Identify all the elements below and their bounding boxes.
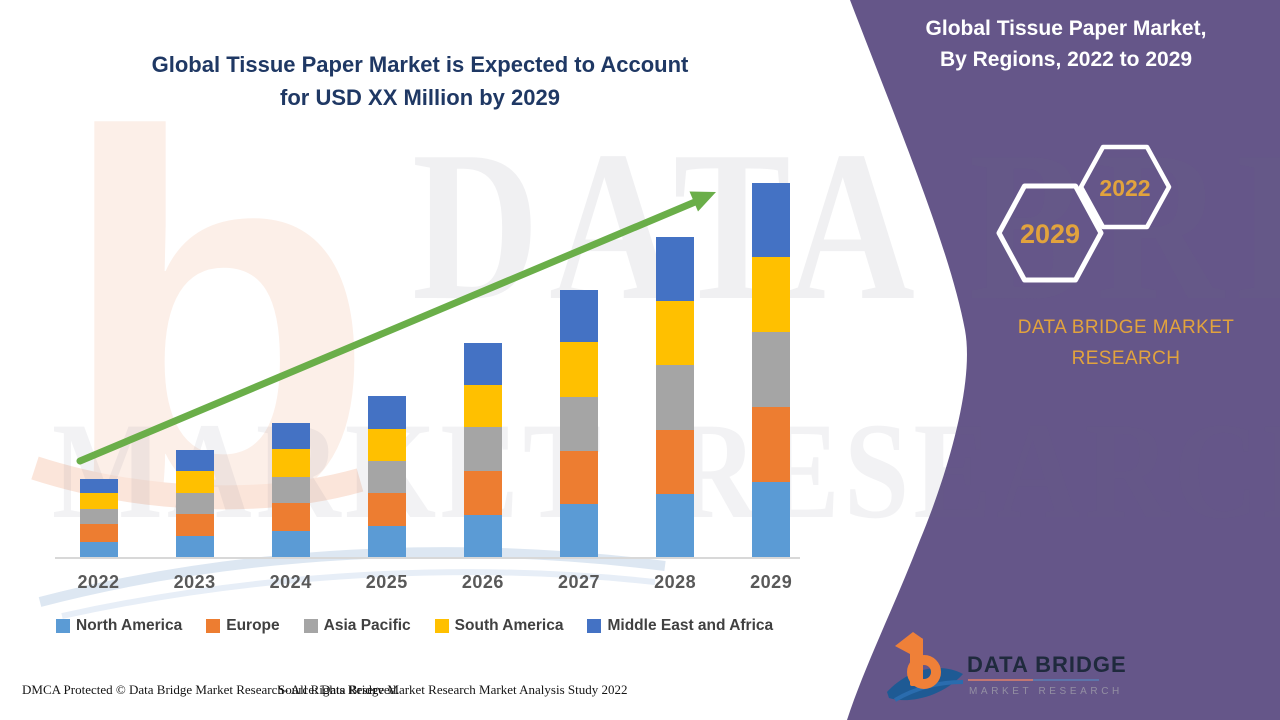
legend-swatch-icon (434, 619, 449, 633)
bar-segment-2028-north-america (656, 494, 695, 557)
stacked-bar-2024 (271, 423, 310, 557)
x-axis-label-2027: 2027 (557, 572, 601, 592)
bar-segment-2026-north-america (463, 515, 502, 557)
source-note: Source: Data Bridge Market Research Mark… (278, 682, 628, 697)
bar-segment-2027-asia-pacific (560, 397, 598, 451)
bar-segment-2023-europe (175, 514, 214, 536)
x-axis-label-2026: 2026 (461, 572, 504, 592)
x-axis-line (55, 557, 800, 559)
bar-segment-2024-europe (271, 503, 310, 531)
bar-segment-2028-south-america (656, 301, 695, 365)
bar-segment-2025-middle-east-and-africa (367, 396, 406, 429)
legend-swatch-icon (206, 619, 221, 633)
dmca-notice: DMCA Protected © Data Bridge Market Rese… (22, 682, 400, 697)
legend-label: South America (454, 617, 564, 634)
bar-segment-2023-asia-pacific (175, 493, 214, 514)
bar-segment-2027-south-america (560, 342, 598, 397)
bar-segment-2024-south-america (271, 449, 310, 477)
legend-swatch-icon (303, 619, 318, 633)
brand-text-line2: RESEARCH (1071, 348, 1181, 369)
x-axis-label-2022: 2022 (77, 572, 120, 592)
legend-label: Middle East and Africa (607, 617, 774, 634)
x-axis-labels: 2022 2023 2024 2025 2026 2027 2028 2029 (55, 572, 805, 598)
stacked-bar-2029 (752, 183, 791, 557)
stacked-bar-2027 (560, 290, 598, 557)
bar-segment-2028-middle-east-and-africa (656, 237, 695, 301)
x-axis-label-2023: 2023 (173, 572, 216, 592)
bar-segment-2026-asia-pacific (463, 427, 502, 471)
legend-item-middle-east-and-africa: Middle East and Africa (587, 617, 773, 635)
legend-label: North America (76, 617, 183, 634)
stacked-bar-2028 (656, 237, 695, 557)
bar-segment-2022-north-america (79, 542, 118, 557)
bar-segment-2029-south-america (752, 257, 791, 332)
bar-segment-2024-north-america (271, 531, 310, 557)
bar-segment-2024-middle-east-and-africa (271, 423, 310, 449)
bar-segment-2027-europe (560, 451, 598, 504)
brand-text: DATA BRIDGE MARKET RESEARCH (1010, 312, 1242, 374)
bar-segment-2027-north-america (560, 504, 598, 557)
bar-segment-2029-north-america (752, 482, 791, 557)
x-axis-label-2025: 2025 (365, 572, 408, 592)
logo-swoosh-icon (887, 668, 963, 701)
legend-item-asia-pacific: Asia Pacific (303, 617, 411, 635)
bar-segment-2029-asia-pacific (752, 332, 791, 407)
panel-heading-line2: By Regions, 2022 to 2029 (939, 48, 1193, 71)
bar-segment-2023-south-america (175, 471, 214, 493)
bar-segment-2025-north-america (367, 526, 406, 557)
bar-segment-2022-europe (79, 524, 118, 542)
bar-segment-2026-middle-east-and-africa (463, 343, 502, 385)
chart-title-line2: for USD XX Million by 2029 (280, 85, 560, 110)
bar-segment-2024-asia-pacific (271, 477, 310, 503)
legend-swatch-icon (56, 619, 70, 633)
chart-title-line1: Global Tissue Paper Market is Expected t… (151, 52, 689, 77)
panel-heading-line1: Global Tissue Paper Market, (925, 17, 1207, 40)
bar-segment-2028-europe (656, 430, 695, 494)
stacked-bar-2025 (367, 396, 406, 557)
chart-title: Global Tissue Paper Market is Expected t… (90, 48, 750, 114)
bar-segment-2029-europe (752, 407, 791, 482)
plot-area (55, 168, 805, 559)
stacked-bar-2026 (463, 343, 502, 557)
legend-item-north-america: North America (56, 617, 182, 635)
bar-segment-2023-north-america (175, 536, 214, 557)
bar-segment-2025-south-america (367, 429, 406, 461)
logo-b-bowl-icon (907, 655, 941, 689)
legend-swatch-icon (587, 619, 602, 633)
logo-swoosh-line-icon (893, 680, 964, 702)
bar-segment-2025-asia-pacific (367, 461, 406, 493)
x-axis-label-2029: 2029 (750, 572, 793, 592)
bar-segment-2025-europe (367, 493, 406, 526)
bar-segment-2026-south-america (463, 385, 502, 427)
x-axis-label-2028: 2028 (654, 572, 697, 592)
bar-segment-2029-middle-east-and-africa (752, 183, 791, 257)
stacked-bar-2023 (175, 450, 214, 557)
bar-segment-2022-middle-east-and-africa (79, 479, 118, 493)
legend-item-europe: Europe (206, 617, 280, 635)
legend-label: Asia Pacific (323, 617, 411, 634)
chart-legend: North America Europe Asia Pacific South Ame… (56, 617, 831, 635)
logo-b-stem-icon (910, 638, 923, 686)
legend-label: Europe (226, 617, 280, 634)
logo-b-cap-icon (895, 632, 923, 654)
x-axis-label-2024: 2024 (269, 572, 312, 592)
legend-item-south-america: South America (434, 617, 564, 635)
bar-segment-2023-middle-east-and-africa (175, 450, 214, 471)
stacked-bar-2022 (79, 479, 118, 557)
bar-segment-2026-europe (463, 471, 502, 515)
brand-text-line1: DATA BRIDGE MARKET (1017, 317, 1235, 338)
bar-segment-2022-asia-pacific (79, 509, 118, 524)
logo-name: DATA BRIDGE (967, 652, 1127, 677)
bar-segment-2022-south-america (79, 493, 118, 509)
panel-heading: Global Tissue Paper Market, By Regions, … (898, 13, 1234, 75)
logo-subtitle: MARKET RESEARCH (969, 686, 1123, 697)
bar-segment-2028-asia-pacific (656, 365, 695, 430)
bar-segment-2027-middle-east-and-africa (560, 290, 598, 342)
